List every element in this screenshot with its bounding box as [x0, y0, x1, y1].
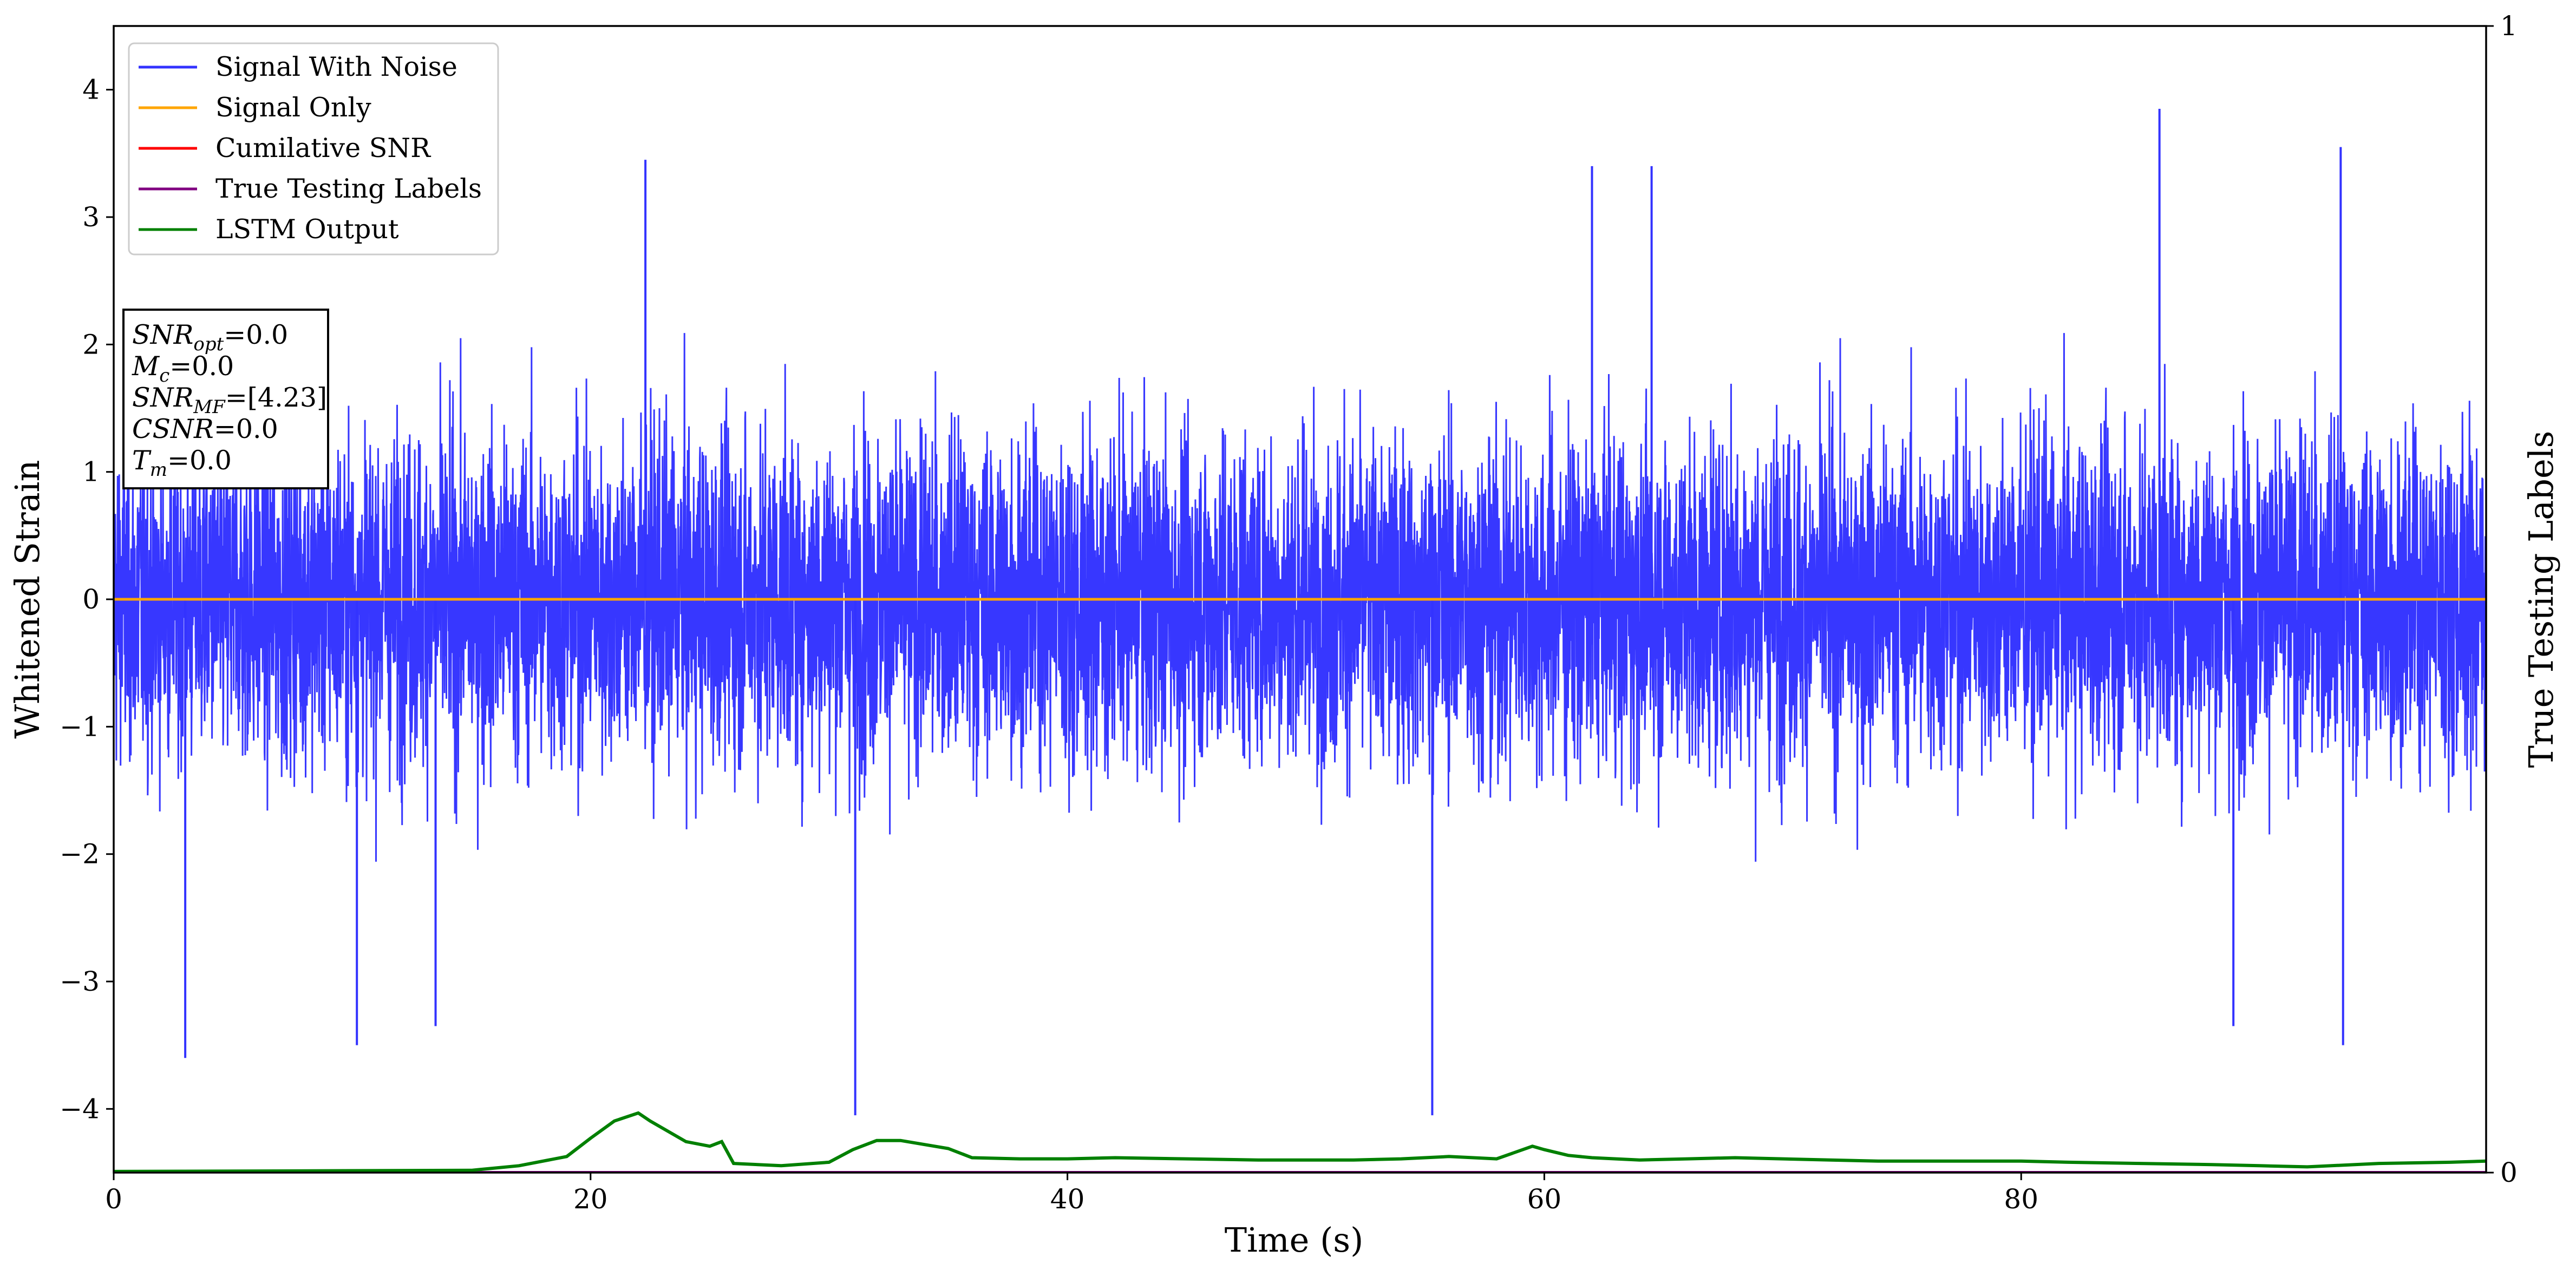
legend: Signal With Noise Signal Only Cumilative S… [128, 42, 499, 256]
annotation-line: SNRMF=[4.23] [132, 382, 327, 418]
x-tick-label: 20 [573, 1183, 608, 1215]
legend-label: True Testing Labels [215, 173, 482, 204]
series-signal-with-noise [114, 333, 2486, 862]
annotation-line: CSNR=0.0 [132, 414, 278, 444]
legend-box [128, 42, 499, 256]
y-tick-label: −4 [60, 1093, 100, 1124]
annotation-line: SNRopt=0.0 [132, 319, 288, 355]
annotation-line: Mc=0.0 [132, 351, 234, 387]
y-tick-label: 0 [82, 584, 100, 615]
parameter-annotation-box: SNRopt=0.0Mc=0.0SNRMF=[4.23]CSNR=0.0Tm=0… [122, 309, 329, 489]
y-tick-label: −3 [60, 966, 100, 997]
annotation-frame [122, 309, 329, 489]
y-tick-label: −2 [60, 839, 100, 870]
plot-area [114, 108, 2486, 1173]
y-axis-ticks: 4 3 2 1 0 −1 −2 −3 −4 [60, 74, 114, 1124]
x-axis-ticks: 0 20 40 60 80 [105, 1173, 2038, 1215]
y-tick-label: 3 [82, 201, 100, 233]
x-axis-label: Time (s) [1225, 1220, 1364, 1260]
y-right-tick-label: 0 [2500, 1157, 2518, 1188]
y-tick-label: 4 [82, 74, 100, 106]
annotation-line: Tm=0.0 [132, 445, 232, 481]
y-right-axis-label: True Testing Labels [2521, 431, 2561, 768]
y-right-axis-ticks: 10 [2486, 10, 2518, 1188]
legend-label: Signal Only [215, 92, 371, 123]
legend-label: Signal With Noise [215, 51, 457, 82]
x-tick-label: 60 [1527, 1183, 1562, 1215]
legend-label: LSTM Output [215, 214, 399, 245]
y-tick-label: −1 [60, 711, 100, 742]
x-tick-label: 80 [2004, 1183, 2038, 1215]
y-tick-label: 1 [82, 456, 100, 488]
x-tick-label: 0 [105, 1183, 122, 1215]
x-tick-label: 40 [1050, 1183, 1085, 1215]
series-lstm-output [114, 1111, 2486, 1173]
y-tick-label: 2 [82, 329, 100, 360]
legend-label: Cumilative SNR [215, 133, 431, 163]
y-axis-label: Whitened Strain [8, 460, 47, 739]
y-right-tick-label: 1 [2500, 10, 2518, 42]
